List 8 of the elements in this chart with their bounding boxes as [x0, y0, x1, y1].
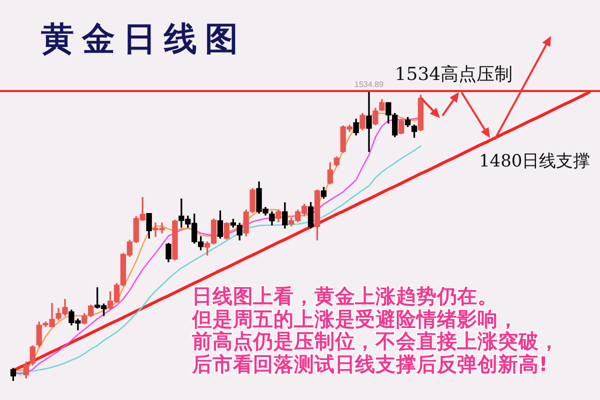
- annotation: 但是周五的上涨是受避险情绪影响，: [192, 306, 520, 330]
- annotation: 后市看回落测试日线支撑后反弹创新高!: [192, 352, 550, 376]
- chart-title: 黄金日线图: [41, 18, 246, 60]
- series-label: 1480日线支撑: [478, 152, 590, 172]
- ref-line-label: 1534高点压制: [394, 64, 513, 85]
- annotation: 前高点仍是压制位，不会直接上涨突破，: [192, 329, 560, 353]
- annotation: 1534.89: [354, 80, 384, 89]
- annotation: 日线图上看，黄金上涨趋势仍在。: [192, 284, 499, 308]
